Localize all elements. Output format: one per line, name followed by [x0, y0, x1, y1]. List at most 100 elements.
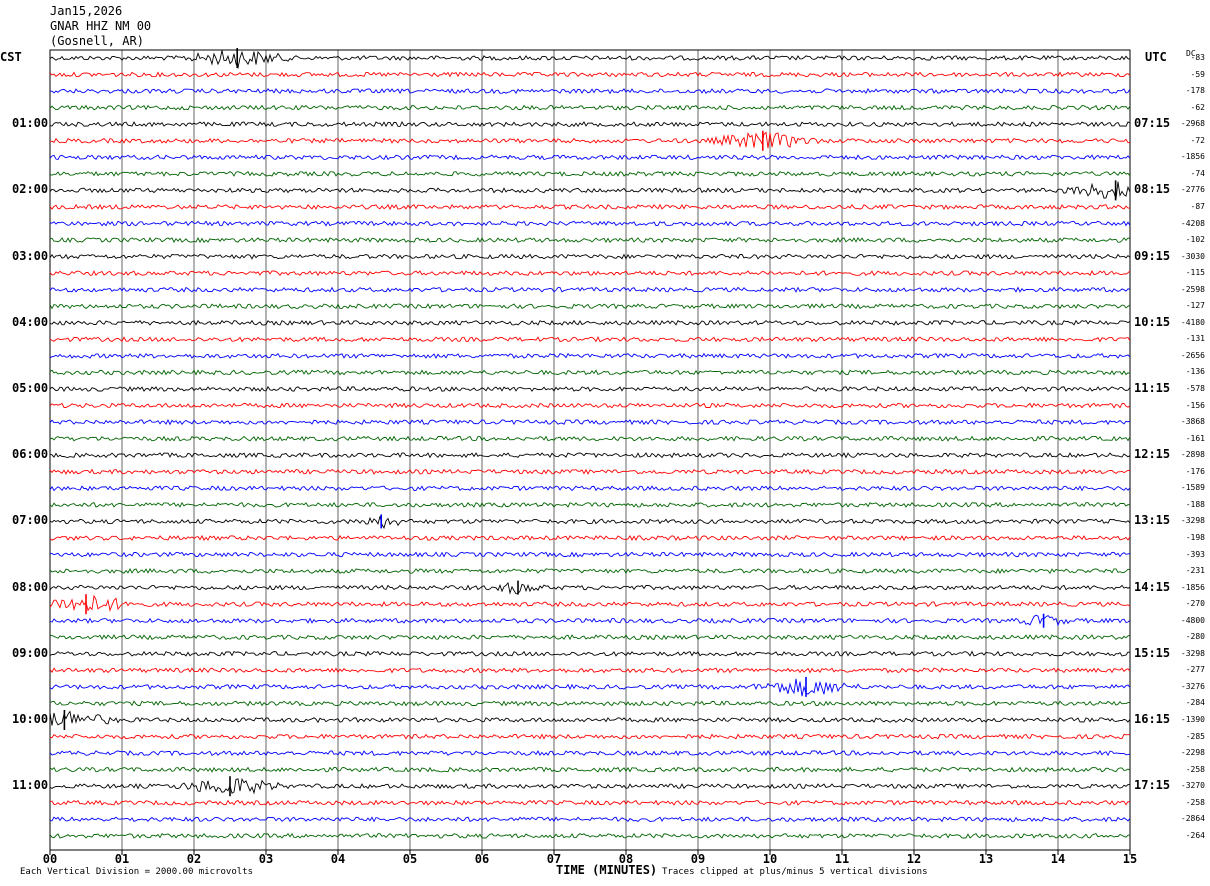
trace-line — [49, 87, 1131, 95]
x-tick-label: 04 — [330, 852, 346, 866]
trace-line — [49, 352, 1131, 359]
trace-line — [49, 650, 1131, 657]
clip-note: Traces clipped at plus/minus 5 vertical … — [662, 867, 928, 877]
left-timezone-label: CST — [0, 50, 22, 64]
trace-line — [49, 667, 1131, 674]
right-hour-label: 07:15 — [1134, 116, 1171, 131]
dc-offset-label: -3298 — [1180, 648, 1205, 658]
right-timezone-label: UTC — [1145, 50, 1167, 64]
left-hour-label: 11:00 — [12, 778, 49, 793]
left-hour-label: 08:00 — [12, 579, 49, 594]
trace-line — [49, 385, 1131, 393]
trace-line — [49, 567, 1131, 575]
trace-line — [49, 181, 1131, 200]
trace-line — [49, 203, 1130, 211]
left-hour-label: 02:00 — [12, 182, 49, 197]
dc-offset-label: -3276 — [1180, 681, 1205, 691]
dc-offset-label: -188 — [1185, 499, 1205, 509]
dc-offset-label: -102 — [1185, 235, 1205, 245]
dc-offset-label: -2968 — [1180, 119, 1205, 129]
x-tick-label: 07 — [546, 852, 562, 866]
trace-line — [49, 435, 1131, 442]
right-hour-label: 14:15 — [1134, 579, 1171, 594]
trace-line — [49, 485, 1131, 492]
right-hour-label: 12:15 — [1134, 447, 1171, 462]
dc-offset-label: -258 — [1185, 797, 1205, 807]
x-tick-label: 03 — [258, 852, 274, 866]
trace-line — [49, 700, 1131, 707]
trace-line — [49, 516, 1131, 529]
x-tick-label: 11 — [834, 852, 850, 866]
trace-line — [49, 816, 1131, 823]
trace-line — [49, 501, 1131, 508]
header-date: Jan15,2026 — [50, 4, 123, 18]
dc-offset-label: -2656 — [1180, 350, 1205, 360]
dc-offset-label: -87 — [1190, 201, 1205, 211]
trace-line — [49, 710, 1131, 726]
trace-line — [49, 319, 1131, 326]
dc-offset-label: -3270 — [1180, 781, 1205, 791]
left-hour-label: 10:00 — [12, 712, 49, 726]
x-tick-label: 05 — [402, 852, 418, 866]
dc-offset-label: -72 — [1190, 135, 1205, 145]
right-hour-label: 08:15 — [1134, 182, 1171, 197]
dc-offset-label: -285 — [1185, 731, 1205, 741]
dc-offset-label: -176 — [1185, 466, 1205, 476]
left-hour-label: 05:00 — [12, 381, 49, 395]
dc-offset-label: -59 — [1190, 69, 1205, 79]
dc-offset-label: -62 — [1190, 102, 1205, 112]
dc-offset-label: -270 — [1185, 599, 1205, 609]
trace-line — [49, 733, 1131, 740]
x-tick-label: 00 — [42, 852, 58, 866]
dc-offset-label: -264 — [1185, 830, 1205, 840]
dc-offset-label: -393 — [1185, 549, 1205, 559]
trace-line — [49, 678, 1131, 697]
dc-offset-label: -3868 — [1180, 417, 1205, 427]
dc-offset-label: -127 — [1185, 301, 1205, 311]
x-tick-label: 10 — [762, 852, 778, 866]
trace-line — [49, 614, 1131, 627]
right-hour-label: 15:15 — [1134, 645, 1171, 660]
dc-offset-label: -2898 — [1180, 450, 1205, 460]
dc-offset-label: -2598 — [1180, 284, 1205, 294]
x-tick-label: 02 — [186, 852, 202, 866]
right-hour-label: 17:15 — [1134, 778, 1171, 793]
x-axis-label: TIME (MINUTES) — [556, 863, 658, 877]
dc-offset-label: -198 — [1185, 532, 1205, 542]
trace-line — [49, 594, 1131, 613]
left-hour-label: 06:00 — [12, 447, 49, 462]
trace-line — [49, 270, 1131, 277]
trace-line — [49, 50, 1131, 70]
trace-line — [49, 534, 1131, 542]
trace-line — [49, 402, 1131, 409]
trace-line — [49, 634, 1131, 641]
dc-offset-label: -2298 — [1180, 748, 1205, 758]
header-location: (Gosnell, AR) — [50, 34, 144, 48]
dc-offset-label: -277 — [1185, 665, 1205, 675]
trace-line — [49, 131, 1131, 149]
trace-line — [49, 236, 1131, 244]
dc-offset-label: -74 — [1190, 168, 1205, 178]
dc-offset-label: -2776 — [1180, 185, 1205, 195]
trace-line — [49, 121, 1131, 128]
dc-offset-label: -258 — [1185, 764, 1205, 774]
x-tick-label: 09 — [690, 852, 706, 866]
dc-label: DC — [1186, 49, 1196, 58]
dc-offset-label: -178 — [1185, 86, 1205, 96]
dc-offset-label: -3298 — [1180, 516, 1205, 526]
dc-offset-label: -1856 — [1180, 152, 1205, 162]
trace-line — [49, 452, 1131, 459]
dc-offset-label: -1589 — [1180, 483, 1205, 493]
trace-line — [49, 336, 1131, 343]
x-tick-label: 12 — [906, 852, 922, 866]
left-hour-label: 09:00 — [12, 645, 49, 660]
trace-line — [49, 777, 1131, 795]
trace-line — [49, 750, 1131, 757]
trace-line — [49, 303, 1131, 310]
dc-offset-label: -1856 — [1180, 582, 1205, 592]
dc-offset-label: -161 — [1185, 433, 1205, 443]
trace-line — [49, 418, 1131, 426]
trace-line — [49, 104, 1131, 111]
x-tick-label: 06 — [474, 852, 490, 866]
